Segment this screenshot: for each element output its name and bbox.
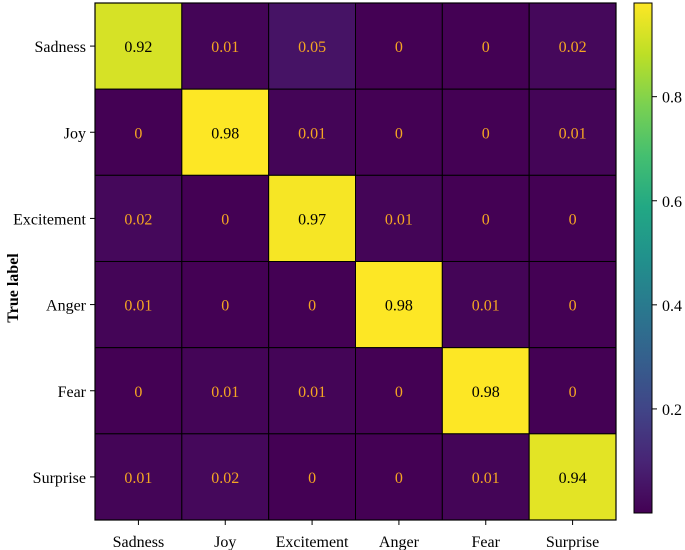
heatmap-cell [94,433,183,521]
cell-value-label: 0.01 [472,470,500,487]
heatmap-cell [181,174,270,262]
cell-value-label: 0.01 [472,298,500,315]
heatmap-cell [441,174,530,262]
heatmap-cell [181,261,270,349]
heatmap-cell [94,261,183,349]
heatmap-cell [441,347,530,435]
cell-value-label: 0 [569,384,577,401]
cell-value-label: 0 [221,298,229,315]
x-axis: Sadness Joy Excitement Anger Fear Surprise [113,520,599,550]
cell-value-label: 0.98 [472,384,500,401]
cell-value-label: 0.01 [211,384,239,401]
x-tick-label: Sadness [113,534,165,550]
cell-value-label: 0 [308,470,316,487]
y-axis: Sadness Joy Excitement Anger Fear Surprise [13,39,95,487]
cell-value-label: 0 [134,384,142,401]
heatmap-cell [528,174,617,262]
cell-value-label: 0.01 [298,384,326,401]
heatmap-cell [94,347,183,435]
cell-value-label: 0 [569,211,577,228]
cell-value-label: 0 [308,298,316,315]
cell-value-label: 0 [395,39,403,56]
y-tick-label: Joy [64,125,86,142]
colorbar-tick-label: 0.4 [662,298,682,315]
y-tick-label: Fear [58,384,87,401]
y-tick-label: Excitement [13,211,86,228]
cell-value-label: 0 [569,298,577,315]
cell-value-label: 0 [395,125,403,142]
y-tick-label: Anger [46,298,87,315]
heatmap-cell [181,88,270,176]
heatmap-cell-labels: 0.92 0.01 0.05 0 0 0.02 0 0.98 0.01 0 0 0.01 0.02 0 0.… [124,39,586,487]
heatmap-cell [268,261,356,349]
cell-value-label: 0.02 [559,39,587,56]
cell-value-label: 0.97 [298,211,326,228]
x-tick-label: Joy [214,534,236,550]
heatmap-cell [441,261,530,349]
y-tick-label: Surprise [33,470,86,487]
heatmap-cell [441,433,530,521]
cell-value-label: 0 [482,39,490,56]
x-tick-label: Fear [472,534,501,550]
heatmap-cell [94,174,183,262]
heatmap-cell [441,2,530,90]
heatmap-cell [355,88,443,176]
cell-value-label: 0 [134,125,142,142]
x-tick-label: Anger [379,534,420,550]
colorbar-gradient [633,2,653,514]
heatmap-cell [355,261,443,349]
heatmap-cell [181,2,270,90]
y-tick-label: Sadness [34,39,86,56]
cell-value-label: 0.01 [211,39,239,56]
cell-value-label: 0.98 [211,125,239,142]
heatmap-cell [528,2,617,90]
cell-value-label: 0 [221,211,229,228]
cell-value-label: 0.01 [124,298,152,315]
cell-value-label: 0.01 [124,470,152,487]
colorbar-tick-label: 0.2 [662,402,682,419]
x-tick-label: Surprise [546,534,599,550]
cell-value-label: 0.05 [298,39,326,56]
heatmap-cell [268,347,356,435]
cell-value-label: 0 [482,125,490,142]
heatmap-cell [355,2,443,90]
cell-value-label: 0.01 [559,125,587,142]
cell-value-label: 0.01 [298,125,326,142]
cell-value-label: 0.02 [124,211,152,228]
colorbar-tick-label: 0.8 [662,90,682,107]
y-axis-title: True label [5,253,22,323]
cell-value-label: 0.02 [211,470,239,487]
cell-value-label: 0.98 [385,298,413,315]
cell-value-label: 0 [482,211,490,228]
heatmap-cell [355,347,443,435]
colorbar: 0.2 0.4 0.6 0.8 [633,2,682,514]
cell-value-label: 0.01 [385,211,413,228]
cell-value-label: 0 [395,470,403,487]
heatmap-cell [268,174,356,262]
heatmap-cell [528,88,617,176]
cell-value-label: 0.92 [124,39,152,56]
heatmap-cell [355,174,443,262]
x-tick-label: Excitement [276,534,349,550]
heatmap-cells [94,2,617,521]
colorbar-tick-label: 0.6 [662,194,682,211]
cell-value-label: 0 [395,384,403,401]
heatmap-cell [528,433,617,521]
heatmap-cell [94,2,183,90]
cell-value-label: 0.94 [559,470,587,487]
